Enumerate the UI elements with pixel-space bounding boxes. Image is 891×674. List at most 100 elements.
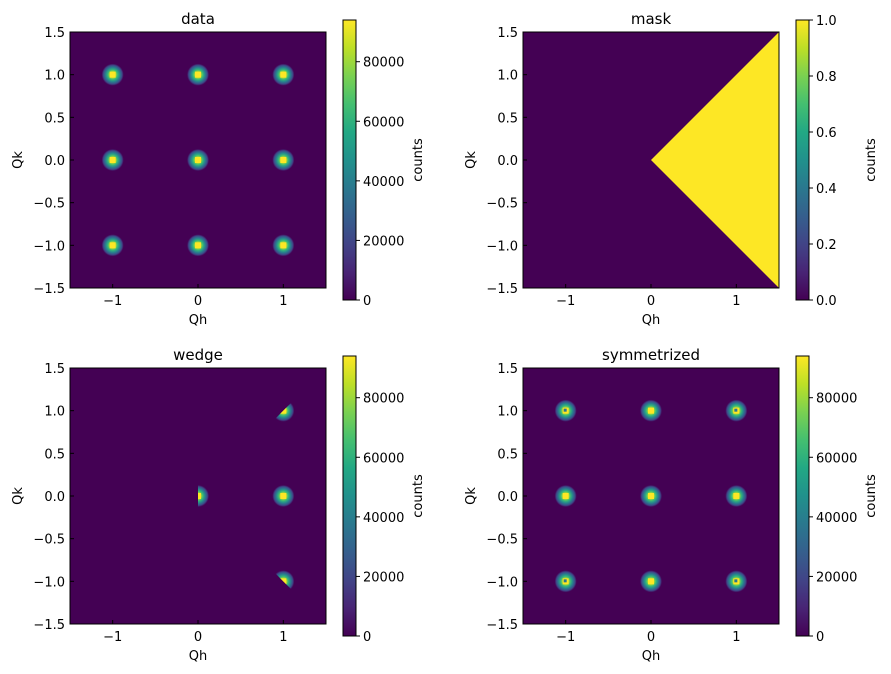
subplot-title: data bbox=[181, 10, 215, 28]
peak-core bbox=[733, 493, 740, 499]
colorbar-tick-label: 20000 bbox=[363, 570, 404, 585]
y-tick-label: −0.5 bbox=[486, 197, 518, 212]
subplot-title: wedge bbox=[173, 346, 223, 364]
peak-core bbox=[280, 493, 287, 499]
peak-part bbox=[198, 485, 209, 507]
peak--1-0 bbox=[554, 485, 577, 507]
y-tick-label: −1.5 bbox=[33, 282, 65, 297]
y-tick-label: 1.0 bbox=[44, 69, 65, 84]
peak-core bbox=[280, 242, 287, 249]
colorbar: 0.0 0.2 0.4 0.6 0.8 1.0 counts bbox=[795, 14, 879, 309]
colorbar-tick-label: 0.4 bbox=[816, 182, 837, 197]
x-tick-label: 1 bbox=[279, 630, 287, 645]
y-tick-label: 0.5 bbox=[44, 447, 65, 462]
colorbar-tick-label: 0.0 bbox=[816, 294, 837, 309]
colorbar-tick-label: 0 bbox=[816, 630, 824, 645]
subplot-data: −1 0 1 −1.5 −1.0 −0.5 0.0 0.5 1.0 1.5 data Qh Qk 0 200… bbox=[11, 10, 426, 328]
x-tick-label: −1 bbox=[556, 630, 575, 645]
y-tick-label: −0.5 bbox=[33, 533, 65, 548]
x-tick-label: −1 bbox=[556, 294, 575, 309]
y-tick-label: 1.5 bbox=[44, 26, 65, 41]
x-tick-label: 0 bbox=[647, 294, 655, 309]
x-tick-label: 0 bbox=[194, 294, 202, 309]
peak-core bbox=[280, 71, 287, 78]
peak-glow bbox=[198, 485, 209, 507]
colorbar-label: counts bbox=[411, 474, 426, 518]
y-tick-label: 0.5 bbox=[497, 447, 518, 462]
peak-0-0 bbox=[198, 485, 209, 507]
y-tick-label: 1.5 bbox=[497, 26, 518, 41]
y-tick-label: −1.0 bbox=[33, 239, 65, 254]
peak-1-1 bbox=[725, 399, 748, 422]
x-tick-label: −1 bbox=[103, 630, 122, 645]
y-tick-label: 1.0 bbox=[497, 69, 518, 84]
mask-wedge bbox=[651, 32, 779, 288]
y-tick-label: 1.0 bbox=[497, 405, 518, 420]
subplot-wedge: −1 0 1 −1.5 −1.0 −0.5 0.0 0.5 1.0 1.5 wedge Qh Qk 0 20… bbox=[11, 346, 426, 664]
x-axis-label: Qh bbox=[642, 313, 660, 328]
peak--1--1 bbox=[554, 570, 577, 593]
peak--1--1 bbox=[101, 234, 124, 257]
peak-artifact bbox=[563, 579, 567, 583]
colorbar-tick-label: 60000 bbox=[363, 115, 404, 130]
y-tick-label: −1.0 bbox=[33, 575, 65, 590]
y-tick-label: 0.5 bbox=[44, 111, 65, 126]
peak--1-1 bbox=[554, 399, 577, 422]
colorbar-tick-label: 80000 bbox=[816, 392, 857, 407]
x-tick-label: −1 bbox=[103, 294, 122, 309]
y-tick-label: −0.5 bbox=[486, 533, 518, 548]
peak-core bbox=[562, 493, 569, 499]
colorbar-gradient bbox=[342, 19, 357, 301]
x-tick-label: 1 bbox=[732, 630, 740, 645]
y-axis-label: Qk bbox=[11, 151, 26, 169]
peak-core bbox=[648, 493, 654, 499]
y-tick-label: 0.0 bbox=[497, 490, 518, 505]
peak-0--1 bbox=[640, 570, 662, 593]
peak--1-1 bbox=[101, 63, 124, 86]
y-tick-label: −1.0 bbox=[486, 239, 518, 254]
y-tick-label: −0.5 bbox=[33, 197, 65, 212]
colorbar-tick-label: 80000 bbox=[363, 392, 404, 407]
colorbar-gradient bbox=[342, 355, 357, 637]
x-axis-label: Qh bbox=[642, 649, 660, 664]
peak-artifact bbox=[734, 408, 738, 412]
colorbar-tick-label: 0 bbox=[363, 294, 371, 309]
x-tick-label: 0 bbox=[647, 630, 655, 645]
colorbar-tick-label: 40000 bbox=[363, 511, 404, 526]
peak-core bbox=[648, 578, 654, 585]
peak-core bbox=[280, 578, 287, 585]
colorbar-label: counts bbox=[411, 138, 426, 182]
y-tick-label: 0.0 bbox=[44, 154, 65, 169]
y-axis-label: Qk bbox=[464, 151, 479, 169]
colorbar: 0 20000 40000 60000 80000 counts bbox=[795, 355, 879, 645]
subplot-symmetrized: −1 0 1 −1.5 −1.0 −0.5 0.0 0.5 1.0 1.5 symmetrized Q… bbox=[464, 346, 879, 664]
heatmap-image bbox=[651, 32, 779, 288]
peak-0-1 bbox=[187, 63, 209, 86]
peak-core bbox=[648, 407, 654, 414]
colorbar-tick-label: 0.2 bbox=[816, 238, 837, 253]
colorbar-tick-label: 0.8 bbox=[816, 70, 837, 85]
colorbar-tick-label: 40000 bbox=[816, 511, 857, 526]
peak-0-1 bbox=[640, 399, 662, 422]
colorbar: 0 20000 40000 60000 80000 counts bbox=[342, 355, 426, 645]
x-tick-label: 0 bbox=[194, 630, 202, 645]
y-tick-label: −1.5 bbox=[486, 282, 518, 297]
heatmap-image bbox=[554, 399, 748, 593]
colorbar-tick-label: 80000 bbox=[363, 56, 404, 71]
peak-0-0 bbox=[187, 149, 209, 171]
y-tick-label: −1.5 bbox=[33, 618, 65, 633]
y-tick-label: 0.0 bbox=[497, 154, 518, 169]
peak--1-0 bbox=[101, 149, 124, 171]
colorbar-tick-label: 20000 bbox=[816, 570, 857, 585]
peak-artifact bbox=[563, 408, 567, 412]
y-tick-label: 1.5 bbox=[44, 362, 65, 377]
peak-core bbox=[280, 407, 287, 414]
colorbar-label: counts bbox=[864, 138, 879, 182]
peak-artifact bbox=[734, 579, 738, 583]
peak-1-1 bbox=[272, 63, 295, 86]
peak-0--1 bbox=[187, 234, 209, 257]
y-tick-label: 1.0 bbox=[44, 405, 65, 420]
y-tick-label: 0.5 bbox=[497, 111, 518, 126]
peak-0-0 bbox=[640, 485, 662, 507]
